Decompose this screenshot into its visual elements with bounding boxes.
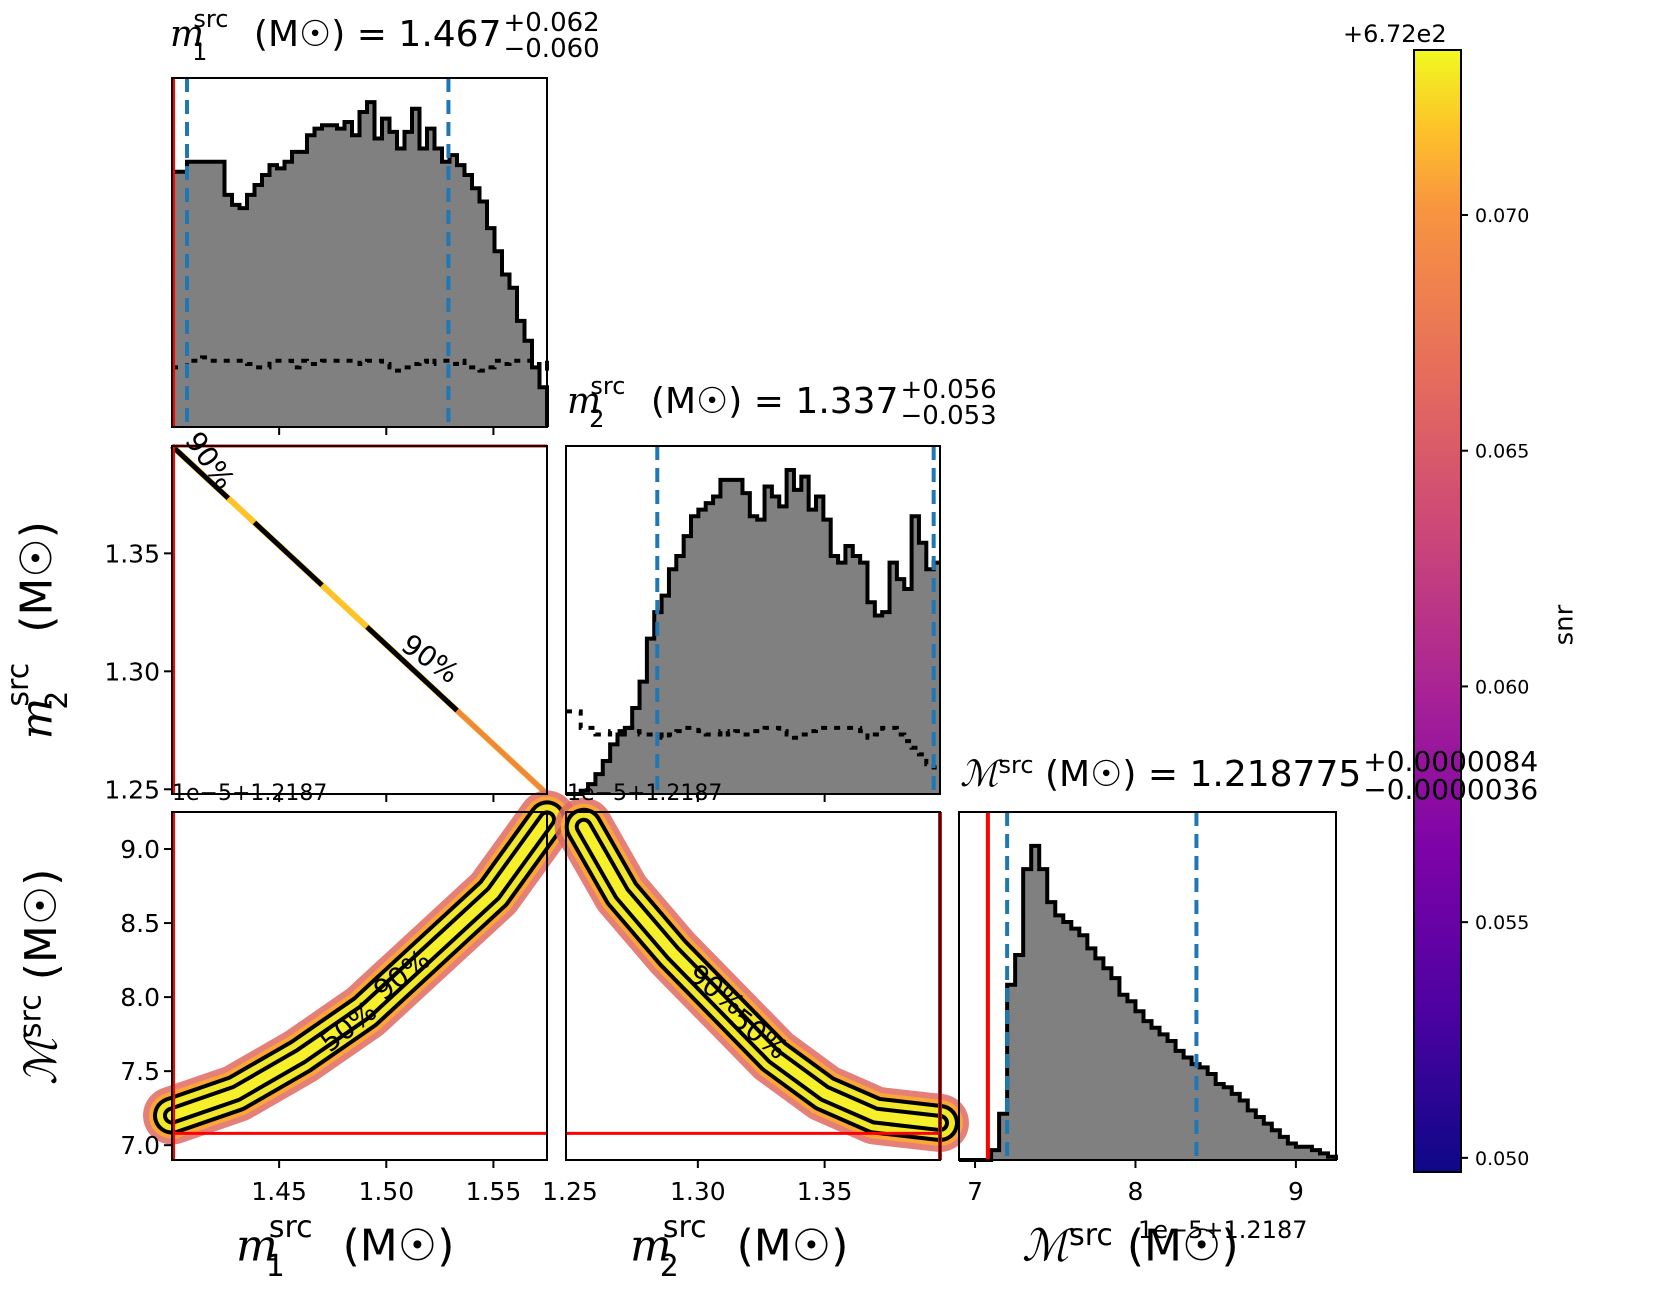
panel-frame-m2h bbox=[565, 445, 941, 795]
m2-title-symbol: m bbox=[567, 381, 602, 422]
x-axis-label-m2-unit: (M☉) bbox=[736, 1220, 849, 1272]
m1-title-sub: 1 bbox=[192, 38, 208, 67]
mc-axis-ytick-label-3: 8.5 bbox=[120, 909, 160, 938]
m2-mc-scatter-outer bbox=[554, 797, 969, 1152]
y-axis-label-m2-unit: (M☉) bbox=[11, 521, 63, 633]
x-axis-label-m1: m1 src (M☉) bbox=[236, 1210, 455, 1284]
m2-axis-ytick-label-1: 1.30 bbox=[104, 657, 160, 686]
mc-axis-ytick-label-4: 9.0 bbox=[120, 835, 160, 864]
m1-title-sup: src bbox=[193, 5, 229, 33]
m1-mc-xtick-label-2: 1.55 bbox=[466, 1177, 522, 1206]
m1-title-minus: −0.060 bbox=[503, 34, 600, 64]
m1-m2-contour-2 bbox=[365, 625, 459, 713]
y-axis-label-m2: m2src (M☉) bbox=[1, 521, 75, 739]
m2-prior-line bbox=[566, 709, 940, 770]
mc-title-plus: +0.0000084 bbox=[1363, 745, 1539, 778]
y-axis-label-mc-sup: src bbox=[13, 994, 49, 1039]
colorbar bbox=[1413, 49, 1462, 1173]
colorbar-tick-label-4: 0.070 bbox=[1475, 205, 1529, 227]
panel-frame-mch bbox=[958, 811, 1337, 1161]
x-axis-label-m2-sub: 2 bbox=[659, 1249, 679, 1285]
m1-title-plus: +0.062 bbox=[503, 8, 600, 38]
m2-histogram-outline bbox=[566, 468, 940, 796]
mc-axis-ytick-label-1: 7.5 bbox=[120, 1057, 160, 1086]
m2-title-sup: src bbox=[590, 372, 626, 400]
x-axis-label-mc-unit: (M☉) bbox=[1126, 1220, 1239, 1272]
m1-mc-scatter-inner bbox=[167, 814, 552, 1121]
mc-hist-xtick-label-2: 9 bbox=[1288, 1177, 1304, 1206]
colorbar-tick-label-3: 0.065 bbox=[1475, 441, 1529, 463]
x-axis-label-m2-sup: src bbox=[662, 1210, 707, 1245]
m1-title: m1src (M☉) = 1.467 +0.062 −0.060 bbox=[170, 5, 600, 67]
m2-axis-ytick-label-0: 1.25 bbox=[104, 775, 160, 804]
mc-hist-xtick-label-0: 7 bbox=[967, 1177, 983, 1206]
colorbar-tick-label-1: 0.055 bbox=[1475, 912, 1529, 934]
mc-histogram-fill bbox=[959, 845, 1336, 1160]
mc-axis-ytick-label-2: 8.0 bbox=[120, 983, 160, 1012]
m2-title-plus: +0.056 bbox=[900, 375, 997, 405]
m1-mc-xtick-label-0: 1.45 bbox=[251, 1177, 307, 1206]
mc-hist-xtick-label-1: 8 bbox=[1128, 1177, 1144, 1206]
m2-title: m2src (M☉) = 1.337 +0.056 −0.053 bbox=[567, 372, 997, 434]
m2-mc-xtick-label-1: 1.35 bbox=[797, 1177, 853, 1206]
colorbar-label: snr bbox=[1549, 604, 1580, 646]
m1-m2-contour-0 bbox=[170, 444, 230, 501]
m2-histogram-fill bbox=[566, 470, 940, 794]
m1-title-symbol: m bbox=[170, 14, 205, 55]
colorbar-tick-label-2: 0.060 bbox=[1475, 676, 1529, 698]
mc-histogram-outline bbox=[959, 843, 1338, 1162]
x-axis-label-m1-symbol: m bbox=[236, 1220, 278, 1272]
mc-title: ℳsrc (M☉) = 1.218775 +0.0000084 −0.0000036 bbox=[960, 745, 1539, 806]
offset-label-m2-panel: 1e−5+1.2187 bbox=[567, 781, 723, 806]
contour-label-1: 90% bbox=[395, 627, 465, 690]
y-axis-label-m2-sup: src bbox=[0, 662, 36, 707]
m1-title-unit: (M☉) bbox=[253, 14, 346, 55]
m1-mc-xtick-label-1: 1.50 bbox=[358, 1177, 414, 1206]
m1-m2-contour-1 bbox=[252, 520, 324, 588]
x-axis-label-m1-sup: src bbox=[268, 1210, 313, 1245]
mc-axis-ytick-label-0: 7.0 bbox=[120, 1131, 160, 1160]
y-axis-label-mc-unit: (M☉) bbox=[16, 868, 68, 981]
mc-title-minus: −0.0000036 bbox=[1363, 773, 1539, 806]
mc-title-median: 1.218775 bbox=[1189, 754, 1362, 795]
x-axis-label-m2-symbol: m bbox=[630, 1220, 672, 1272]
m2-title-sub: 2 bbox=[589, 405, 605, 434]
y-axis-label-mc: ℳsrc (M☉) bbox=[13, 869, 67, 1086]
x-axis-label-mc: ℳsrc (M☉) bbox=[1022, 1218, 1239, 1272]
m2-mc-xtick-label-0: 1.30 bbox=[670, 1177, 726, 1206]
mc-title-sup: src bbox=[998, 751, 1034, 779]
m2-title-minus: −0.053 bbox=[900, 401, 997, 431]
mc-title-unit: (M☉) bbox=[1045, 754, 1137, 795]
m2-axis-ytick-label-2: 1.35 bbox=[104, 539, 160, 568]
m2-title-median: 1.337 bbox=[795, 381, 899, 422]
m1-prior-line bbox=[172, 355, 549, 373]
offset-label-mc-axis: 1e−5+1.2187 bbox=[1138, 1216, 1308, 1244]
panel-frame-mcs2 bbox=[565, 811, 941, 1161]
panel-frame-mcs1 bbox=[171, 811, 548, 1161]
m1-histogram-fill bbox=[172, 102, 547, 428]
y-axis-label-m2-sub: 2 bbox=[40, 690, 76, 710]
panel-frame-m1h bbox=[171, 77, 548, 428]
m2-mc-xtick-label-extra: 1.25 bbox=[542, 1177, 598, 1206]
m1-title-median: 1.467 bbox=[398, 14, 502, 55]
m2-mc-scatter-inner bbox=[578, 821, 945, 1128]
x-axis-label-mc-symbol: ℳ bbox=[1022, 1220, 1070, 1272]
y-axis-label-mc-symbol: ℳ bbox=[16, 1038, 68, 1086]
m1-histogram-outline bbox=[172, 100, 549, 427]
x-axis-label-m2: m2 src (M☉) bbox=[630, 1210, 849, 1284]
m2-title-unit: (M☉) bbox=[650, 381, 743, 422]
mc-title-symbol: ℳ bbox=[960, 754, 999, 795]
x-axis-label-mc-sup: src bbox=[1069, 1218, 1113, 1253]
panel-frame-m2s bbox=[171, 445, 548, 795]
colorbar-tick-label-0: 0.050 bbox=[1475, 1148, 1529, 1170]
x-axis-label-m1-sub: 1 bbox=[265, 1249, 285, 1285]
offset-label-m1-panel: 1e−5+1.2187 bbox=[172, 781, 328, 806]
x-axis-label-m1-unit: (M☉) bbox=[342, 1220, 455, 1272]
colorbar-offset-label: +6.72e2 bbox=[1343, 20, 1447, 48]
